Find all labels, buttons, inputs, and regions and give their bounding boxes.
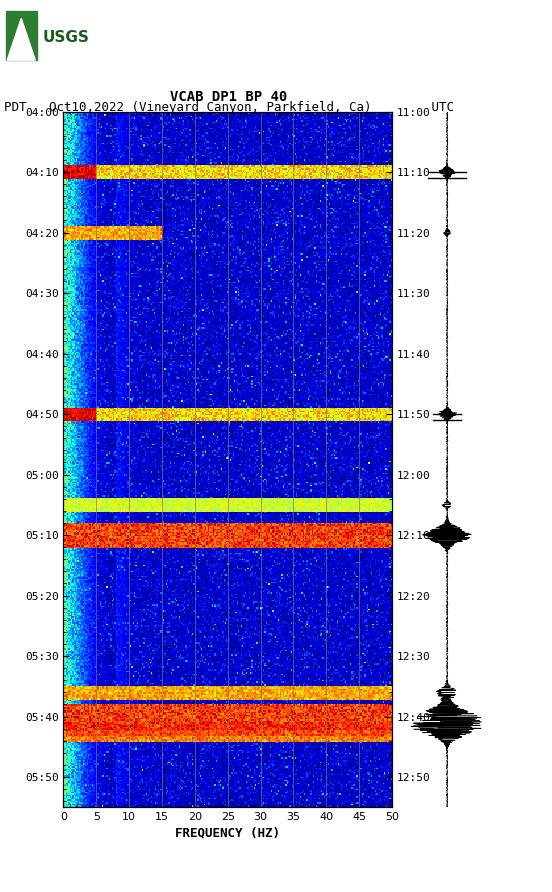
- Bar: [6, 11, 37, 60]
- Text: PDT   Oct10,2022 (Vineyard Canyon, Parkfield, Ca)        UTC: PDT Oct10,2022 (Vineyard Canyon, Parkfie…: [4, 101, 454, 114]
- X-axis label: FREQUENCY (HZ): FREQUENCY (HZ): [175, 826, 280, 839]
- Text: USGS: USGS: [43, 29, 89, 45]
- Polygon shape: [7, 19, 35, 60]
- Text: VCAB DP1 BP 40: VCAB DP1 BP 40: [171, 90, 288, 104]
